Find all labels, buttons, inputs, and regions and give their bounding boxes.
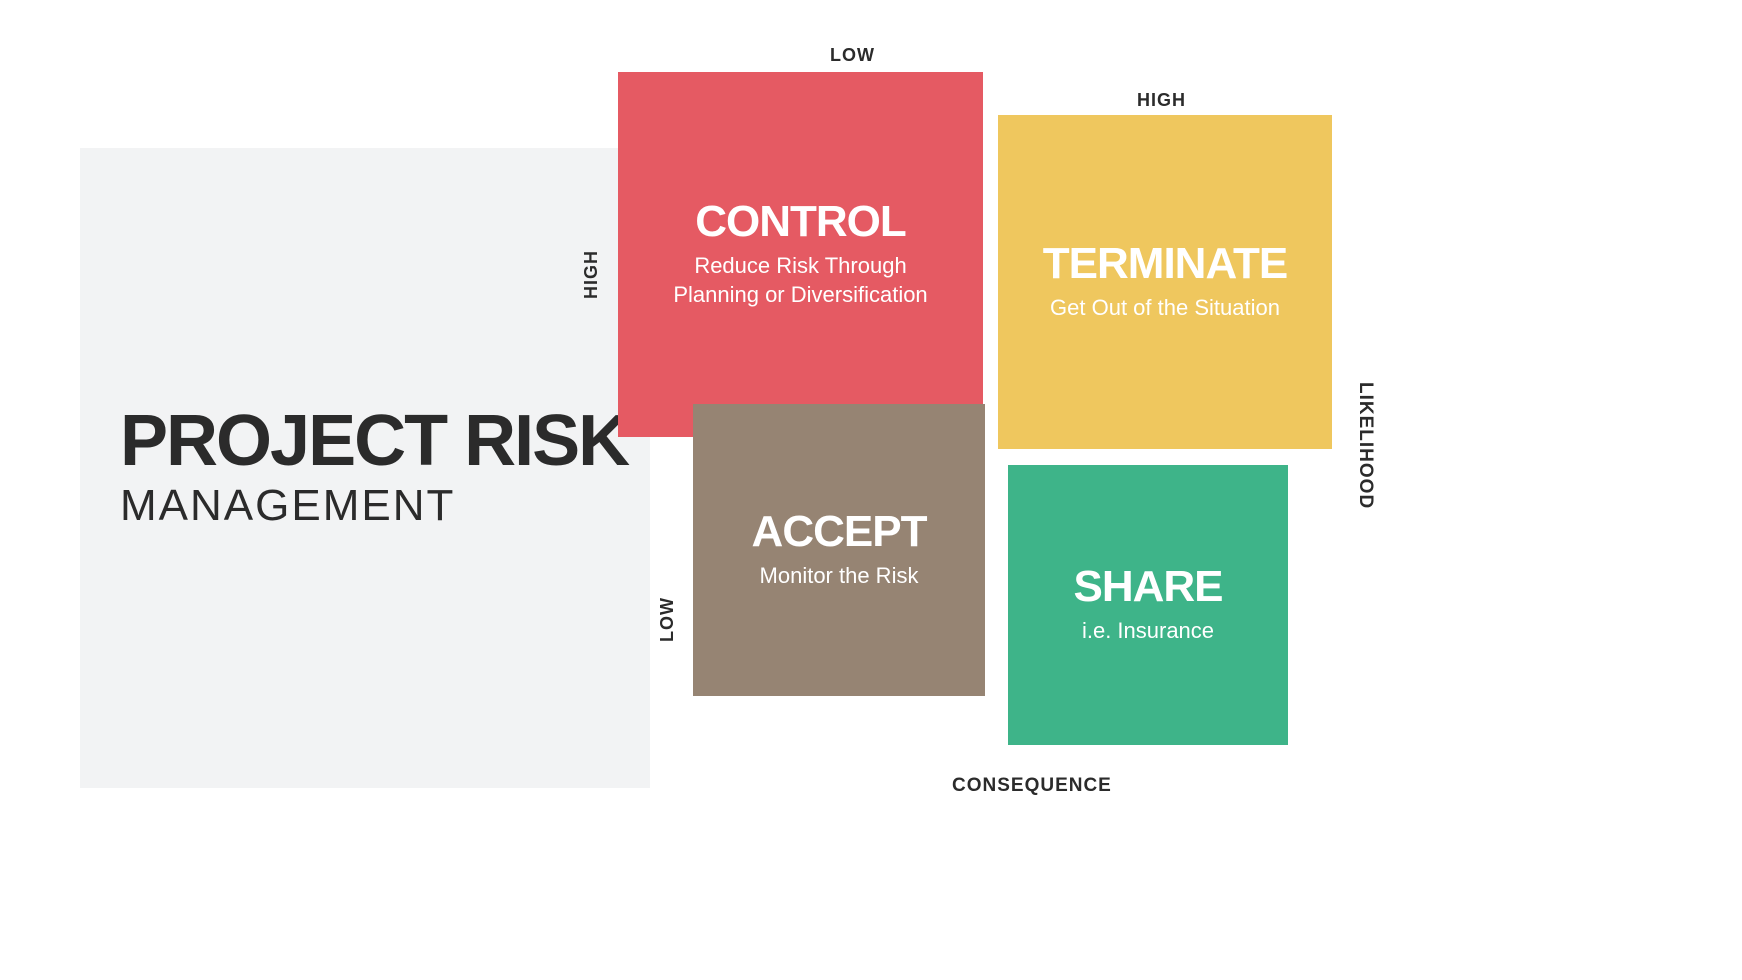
axis-high-top: HIGH <box>1137 90 1186 111</box>
axis-consequence: CONSEQUENCE <box>952 775 1112 797</box>
axis-high-left: HIGH <box>581 250 602 299</box>
title-main: PROJECT RISK <box>120 405 650 477</box>
quadrant-share: SHARE i.e. Insurance <box>1008 465 1288 745</box>
quadrant-control: CONTROL Reduce Risk ThroughPlanning or Di… <box>618 72 983 437</box>
quadrant-accept-desc: Monitor the Risk <box>760 562 919 591</box>
quadrant-control-title: CONTROL <box>695 200 906 244</box>
quadrant-accept: ACCEPT Monitor the Risk <box>693 404 985 696</box>
axis-likelihood: LIKELIHOOD <box>1354 382 1376 509</box>
quadrant-terminate-desc: Get Out of the Situation <box>1050 294 1280 323</box>
quadrant-terminate: TERMINATE Get Out of the Situation <box>998 115 1332 449</box>
quadrant-accept-title: ACCEPT <box>752 510 927 554</box>
title-panel: PROJECT RISK MANAGEMENT <box>80 148 650 788</box>
quadrant-control-desc: Reduce Risk ThroughPlanning or Diversifi… <box>673 252 927 309</box>
quadrant-share-desc: i.e. Insurance <box>1082 617 1214 646</box>
axis-low-left: LOW <box>657 597 678 642</box>
title-sub: MANAGEMENT <box>120 481 650 531</box>
axis-low-top: LOW <box>830 45 875 66</box>
quadrant-terminate-title: TERMINATE <box>1043 242 1287 286</box>
quadrant-share-title: SHARE <box>1073 565 1222 609</box>
